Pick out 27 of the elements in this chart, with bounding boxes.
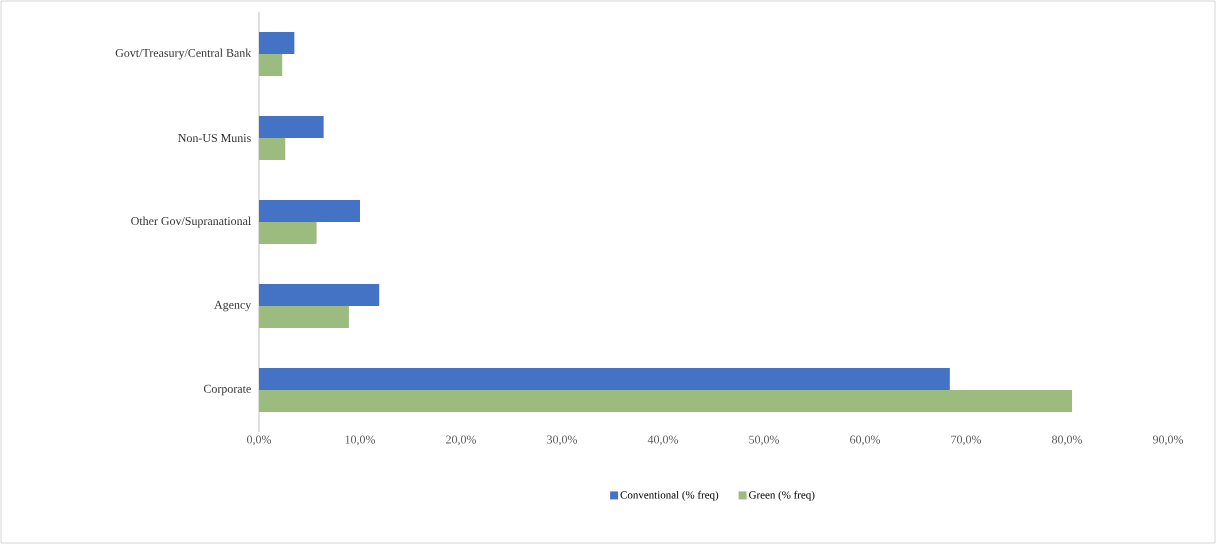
x-tick-label: 20,0% (446, 435, 477, 446)
bar (259, 222, 317, 244)
x-tick-label: 50,0% (749, 435, 780, 446)
y-tick-label: Govt/Treasury/Central Bank (115, 48, 252, 60)
bar (259, 284, 380, 306)
y-tick-label: Other Gov/Supranational (131, 216, 251, 228)
x-tick-label: 60,0% (850, 435, 881, 446)
legend-label: Green (% freq) (749, 490, 815, 501)
bar (259, 138, 286, 160)
y-tick-label: Corporate (203, 384, 251, 396)
y-tick-label: Agency (214, 300, 252, 312)
bar (259, 306, 349, 328)
legend-label: Conventional (% freq) (620, 490, 719, 501)
bar (259, 116, 324, 138)
x-tick-label: 40,0% (647, 435, 679, 446)
x-tick-label: 10,0% (345, 435, 376, 446)
bar (259, 390, 1073, 412)
x-tick-label: 90,0% (1152, 435, 1184, 446)
x-tick-label: 30,0% (547, 435, 578, 446)
bar (259, 54, 283, 76)
x-tick-label: 70,0% (951, 435, 982, 446)
bar (259, 32, 295, 54)
y-tick-label: Non-US Munis (178, 133, 251, 143)
bar (259, 368, 950, 390)
x-tick-label: 0,0% (247, 435, 272, 446)
x-tick-label: 80,0% (1052, 435, 1083, 446)
bar (259, 200, 360, 222)
